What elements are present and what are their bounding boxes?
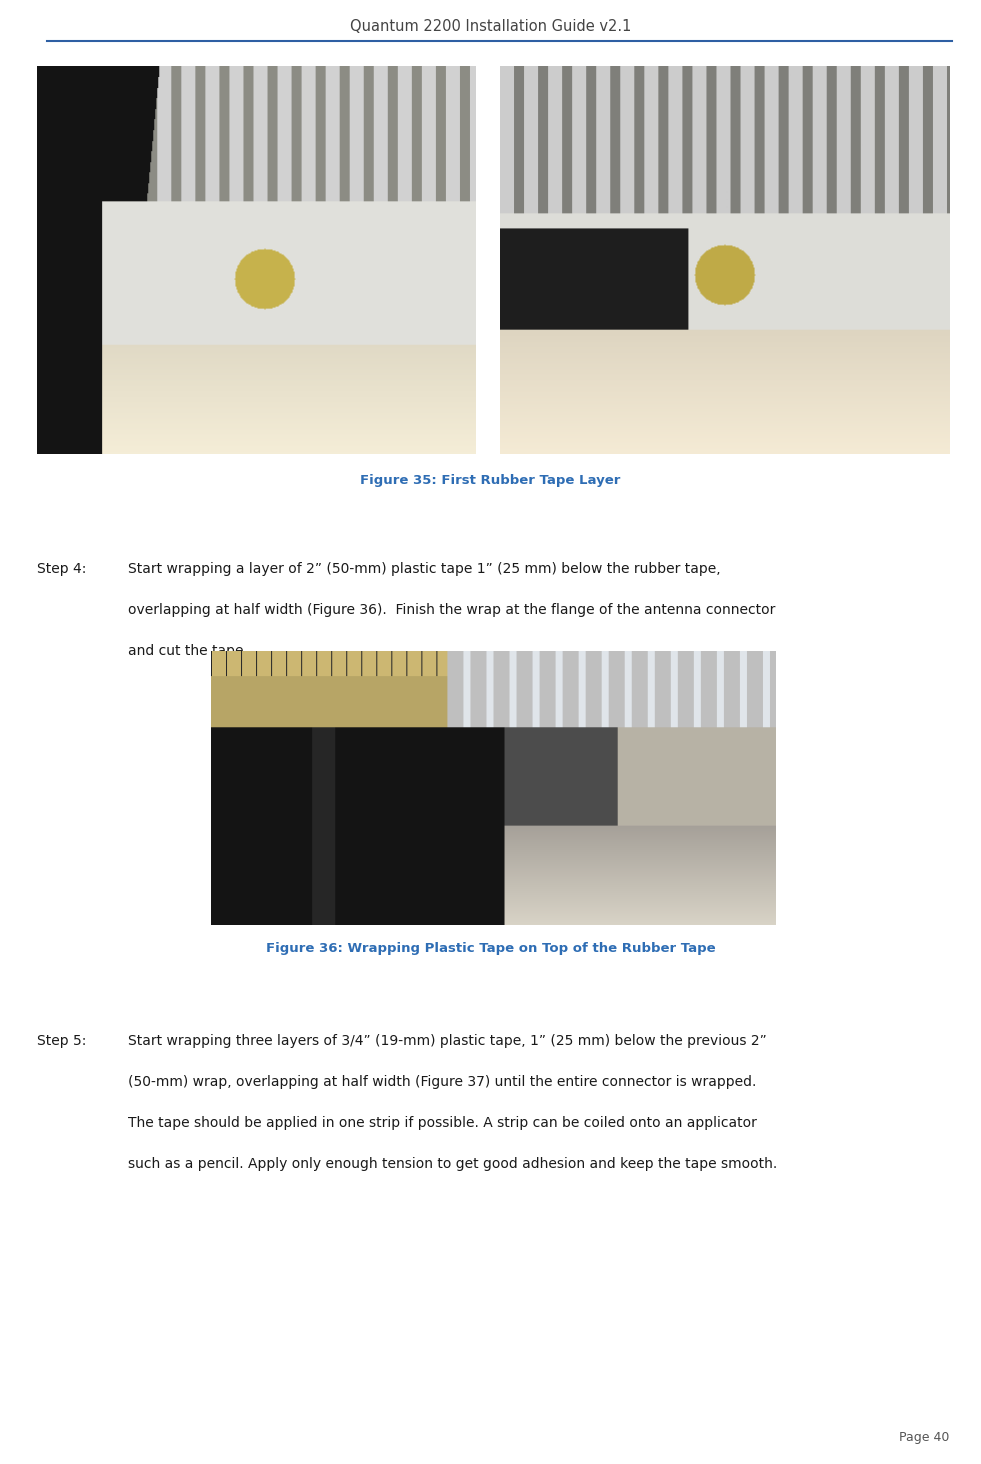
Text: Step 5:: Step 5:: [37, 1034, 86, 1048]
Text: Start wrapping three layers of 3/4” (19-mm) plastic tape, 1” (25 mm) below the p: Start wrapping three layers of 3/4” (19-…: [128, 1034, 766, 1048]
Text: and cut the tape.: and cut the tape.: [128, 644, 247, 659]
Text: Figure 35: First Rubber Tape Layer: Figure 35: First Rubber Tape Layer: [360, 474, 621, 486]
Text: Start wrapping a layer of 2” (50-mm) plastic tape 1” (25 mm) below the rubber ta: Start wrapping a layer of 2” (50-mm) pla…: [128, 562, 720, 577]
Text: (50-mm) wrap, overlapping at half width (Figure 37) until the entire connector i: (50-mm) wrap, overlapping at half width …: [128, 1075, 756, 1089]
Text: overlapping at half width (Figure 36).  Finish the wrap at the flange of the ant: overlapping at half width (Figure 36). F…: [128, 603, 775, 618]
Text: Figure 36: Wrapping Plastic Tape on Top of the Rubber Tape: Figure 36: Wrapping Plastic Tape on Top …: [266, 943, 715, 955]
Text: Step 4:: Step 4:: [37, 562, 86, 577]
Text: Page 40: Page 40: [900, 1432, 950, 1444]
Text: Quantum 2200 Installation Guide v2.1: Quantum 2200 Installation Guide v2.1: [350, 19, 631, 34]
Text: such as a pencil. Apply only enough tension to get good adhesion and keep the ta: such as a pencil. Apply only enough tens…: [128, 1157, 777, 1171]
Text: The tape should be applied in one strip if possible. A strip can be coiled onto : The tape should be applied in one strip …: [128, 1116, 756, 1130]
